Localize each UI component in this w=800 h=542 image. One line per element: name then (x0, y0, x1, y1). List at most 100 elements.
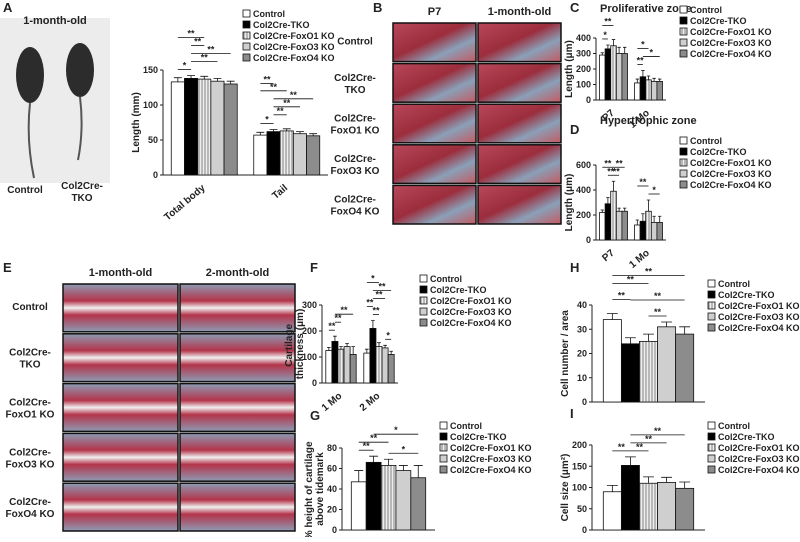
legend-label: Control (690, 5, 722, 15)
legend-swatch (419, 285, 428, 294)
y-tick-label: 60 (327, 464, 337, 474)
legend-label: Col2Cre-FoxO1 KO (690, 158, 772, 168)
bar (639, 76, 647, 101)
y-tick-label: 0 (586, 235, 591, 245)
error-bar (383, 344, 387, 348)
significance-label: ** (613, 166, 621, 176)
panel-letter: H (570, 260, 579, 275)
significance-label: ** (607, 166, 615, 176)
error-bar (641, 70, 645, 77)
legend-label: Col2Cre-FoxO4 KO (690, 180, 772, 190)
significance-label: * (265, 115, 269, 125)
histology-image (179, 333, 296, 383)
legend-label: Col2Cre-TKO (253, 20, 310, 30)
row-label: Col2Cre-TKO (61, 181, 103, 204)
bar (656, 81, 663, 101)
legend-swatch (419, 274, 428, 283)
legend-label: Col2Cre-FoxO1 KO (430, 296, 512, 306)
error-bar (377, 342, 381, 347)
column-header: P7 (428, 6, 441, 18)
y-tick-label: 0 (153, 170, 158, 180)
legend-swatch (439, 465, 448, 474)
significance-label: ** (639, 177, 647, 187)
significance-label: ** (654, 291, 662, 301)
significance-label: ** (334, 313, 342, 323)
histology-image (392, 144, 477, 185)
y-tick-label: 40 (327, 484, 337, 494)
bar (610, 45, 617, 101)
y-tick-label: 30 (577, 324, 587, 334)
y-tick-label: 150 (572, 461, 587, 471)
bar (369, 327, 377, 384)
histology-image (179, 482, 296, 532)
x-tick-label: P7 (600, 247, 617, 264)
x-tick-label: 1 Mo (320, 391, 345, 414)
y-tick-label: 100 (302, 352, 317, 362)
bar (645, 79, 652, 101)
legend-label: Col2Cre-FoxO3 KO (718, 312, 800, 322)
error-bar (606, 313, 618, 320)
significance-label: * (641, 40, 645, 50)
y-tick-label: 200 (576, 210, 591, 220)
y-tick-label: 300 (302, 300, 317, 310)
y-axis-label: Length (mm) (131, 92, 142, 153)
bar (602, 319, 622, 403)
error-bar (658, 215, 662, 223)
bar (325, 350, 333, 384)
row-label: Control (7, 185, 43, 196)
legend-label: Col2Cre-FoxO1 KO (253, 31, 335, 41)
significance-label: * (652, 185, 656, 195)
significance-label: ** (645, 266, 653, 276)
y-tick-label: 20 (327, 505, 337, 515)
error-bar (369, 455, 379, 463)
x-tick-label: Total body (162, 182, 208, 223)
legend-label: Control (450, 421, 482, 431)
histology-image (477, 184, 562, 225)
row-label: Col2Cre-FoxO1 KO (331, 114, 380, 137)
significance-label: * (183, 61, 187, 71)
error-bar (327, 346, 331, 351)
row-label: Col2Cre-FoxO4 KO (6, 497, 55, 520)
significance-label: ** (379, 282, 387, 292)
row-label: Col2Cre-FoxO3 KO (331, 154, 380, 177)
row-label: Col2Cre-FoxO4 KO (331, 195, 380, 218)
error-bar (617, 46, 621, 54)
legend-swatch (707, 323, 716, 332)
significance-label: ** (194, 37, 202, 47)
bar (620, 343, 640, 403)
legend-swatch (679, 16, 688, 25)
bar (650, 222, 658, 241)
legend-swatch (419, 296, 428, 305)
histology-image (62, 432, 179, 482)
significance-label: ** (654, 426, 662, 436)
error-bar (624, 456, 636, 466)
legend-swatch (242, 9, 251, 18)
bar (602, 491, 622, 531)
significance-label: ** (283, 98, 291, 108)
legend-label: Col2Cre-FoxO3 KO (253, 42, 335, 52)
bar (343, 346, 351, 384)
histology-image (62, 382, 179, 433)
significance-label: ** (637, 56, 645, 66)
bar (395, 470, 412, 531)
error-bar (365, 348, 369, 354)
significance-label: ** (188, 29, 196, 39)
bar (675, 487, 695, 531)
legend-swatch (679, 147, 688, 156)
legend-label: Col2Cre-FoxO1 KO (690, 27, 772, 37)
error-bar (187, 75, 196, 79)
histology-image (392, 184, 477, 225)
bar (170, 81, 185, 176)
significance-label: ** (277, 106, 285, 116)
panel-letter: C (570, 0, 580, 15)
significance-label: * (386, 330, 390, 340)
legend-swatch (707, 301, 716, 310)
bar (223, 83, 238, 176)
y-tick-label: 80 (327, 443, 337, 453)
histology-image (62, 283, 179, 333)
significance-label: ** (370, 433, 378, 443)
y-axis-label: % height of cartilage above tidemark (304, 439, 326, 537)
error-bar (282, 128, 291, 131)
legend-swatch (439, 421, 448, 430)
histology-image (392, 62, 477, 103)
